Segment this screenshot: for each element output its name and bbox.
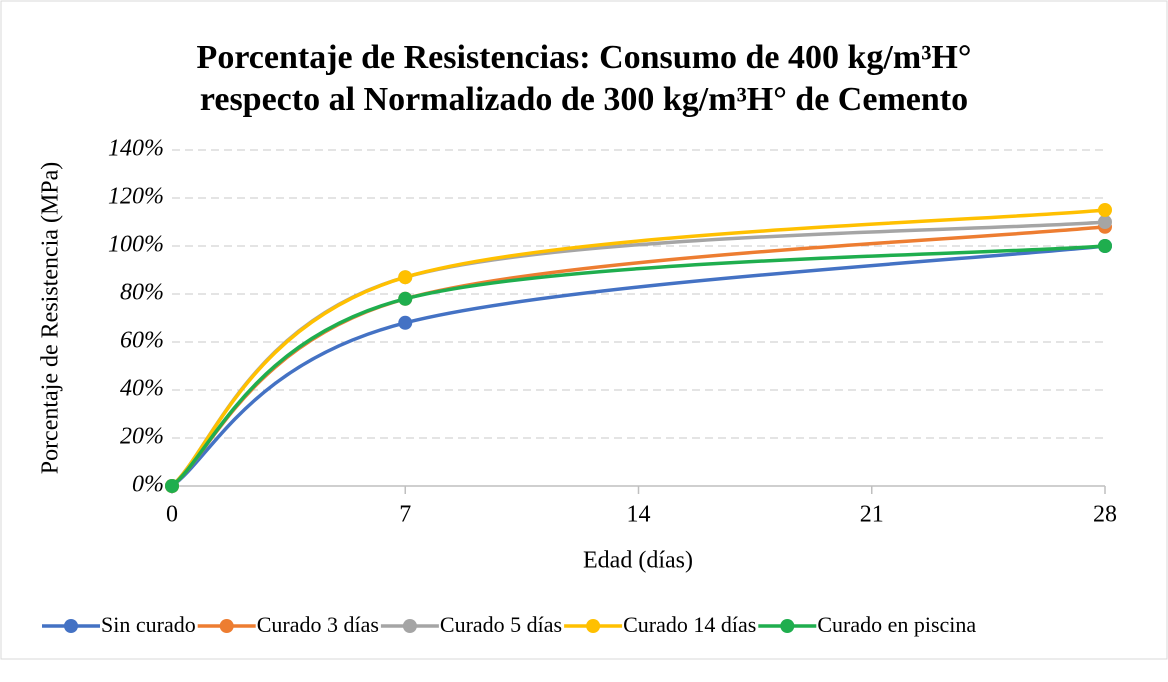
data-point xyxy=(398,291,413,306)
y-tick-label: 60% xyxy=(120,328,164,354)
y-tick-label: 40% xyxy=(120,376,164,402)
y-tick-label: 140% xyxy=(108,136,164,162)
x-tick-label: 0 xyxy=(166,502,178,528)
legend-label: Curado 3 días xyxy=(257,612,379,637)
chart-title: Porcentaje de Resistencias: Consumo de 4… xyxy=(197,39,972,76)
y-tick-label: 120% xyxy=(108,184,164,210)
y-tick-label: 20% xyxy=(120,424,164,450)
y-tick-label: 80% xyxy=(120,280,164,306)
y-tick-label: 100% xyxy=(108,232,164,258)
legend-marker xyxy=(219,619,234,633)
legend-label: Sin curado xyxy=(101,612,196,637)
chart-border xyxy=(0,0,1168,660)
series-line xyxy=(170,208,1106,488)
data-point xyxy=(165,479,179,493)
legend-label: Curado 14 días xyxy=(623,612,756,637)
data-point xyxy=(1098,215,1112,229)
data-point xyxy=(1098,239,1112,253)
series-line xyxy=(170,244,1106,488)
legend-marker xyxy=(402,619,417,633)
data-point xyxy=(1098,203,1112,217)
legend-label: Curado 5 días xyxy=(440,612,562,637)
x-tick-label: 14 xyxy=(627,502,651,528)
legend-label: Curado en piscina xyxy=(817,612,976,637)
series-line xyxy=(170,244,1106,488)
chart-title: respecto al Normalizado de 300 kg/m³H° d… xyxy=(200,81,968,118)
legend-marker xyxy=(64,619,78,633)
data-point xyxy=(398,315,413,330)
x-tick-label: 7 xyxy=(399,502,411,528)
x-axis-label: Edad (días) xyxy=(583,548,693,574)
data-point xyxy=(398,270,413,285)
legend-marker xyxy=(586,619,601,633)
x-tick-label: 28 xyxy=(1093,502,1117,528)
legend-marker xyxy=(780,619,795,633)
y-tick-label: 0% xyxy=(132,472,164,498)
x-tick-label: 21 xyxy=(860,502,884,528)
y-axis-label: Porcentaje de Resistencia (MPa) xyxy=(38,162,64,475)
